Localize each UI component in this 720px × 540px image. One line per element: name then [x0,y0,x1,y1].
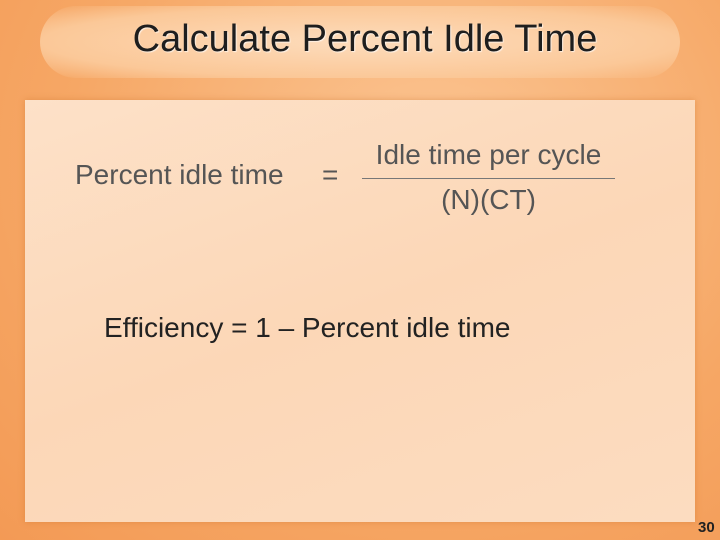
title-band [40,6,680,78]
fraction-bar [362,178,615,179]
formula-left: Percent idle time [75,159,284,190]
slide-title: Calculate Percent Idle Time [132,18,598,60]
formula-numerator: Idle time per cycle [375,139,602,170]
formula-denominator: (N)(CT) [441,184,536,215]
formula-equals: = [322,159,339,190]
efficiency-formula: Efficiency = 1 – Percent idle time [104,312,511,343]
content-panel [25,100,695,522]
page-number: 30 [698,519,715,536]
